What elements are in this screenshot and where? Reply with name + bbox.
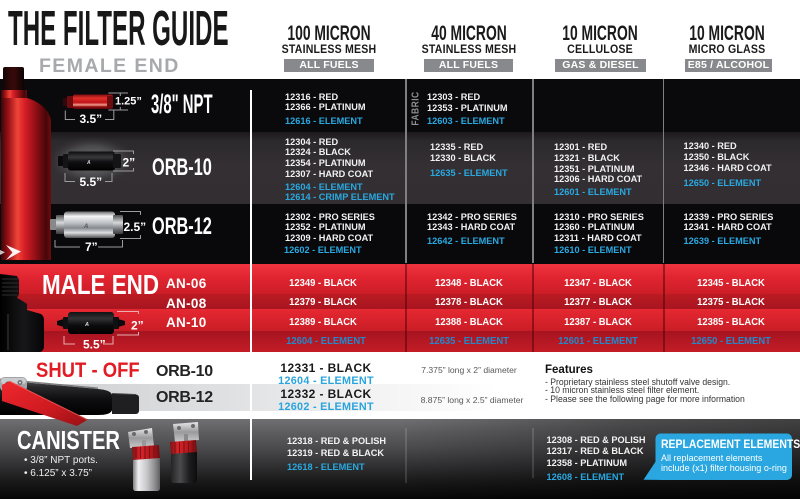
svg-text:7”: 7” [85, 240, 98, 254]
svg-text:A: A [86, 160, 91, 166]
svg-text:A: A [84, 322, 89, 328]
svg-text:5.5”: 5.5” [80, 175, 103, 189]
svg-text:2”: 2” [123, 156, 136, 170]
svg-text:3.5”: 3.5” [80, 112, 103, 126]
svg-text:2.5”: 2.5” [124, 220, 147, 234]
svg-text:1.25”: 1.25” [115, 96, 142, 108]
svg-text:A: A [83, 224, 88, 230]
svg-text:2”: 2” [131, 319, 144, 333]
svg-text:5.5”: 5.5” [83, 338, 106, 351]
